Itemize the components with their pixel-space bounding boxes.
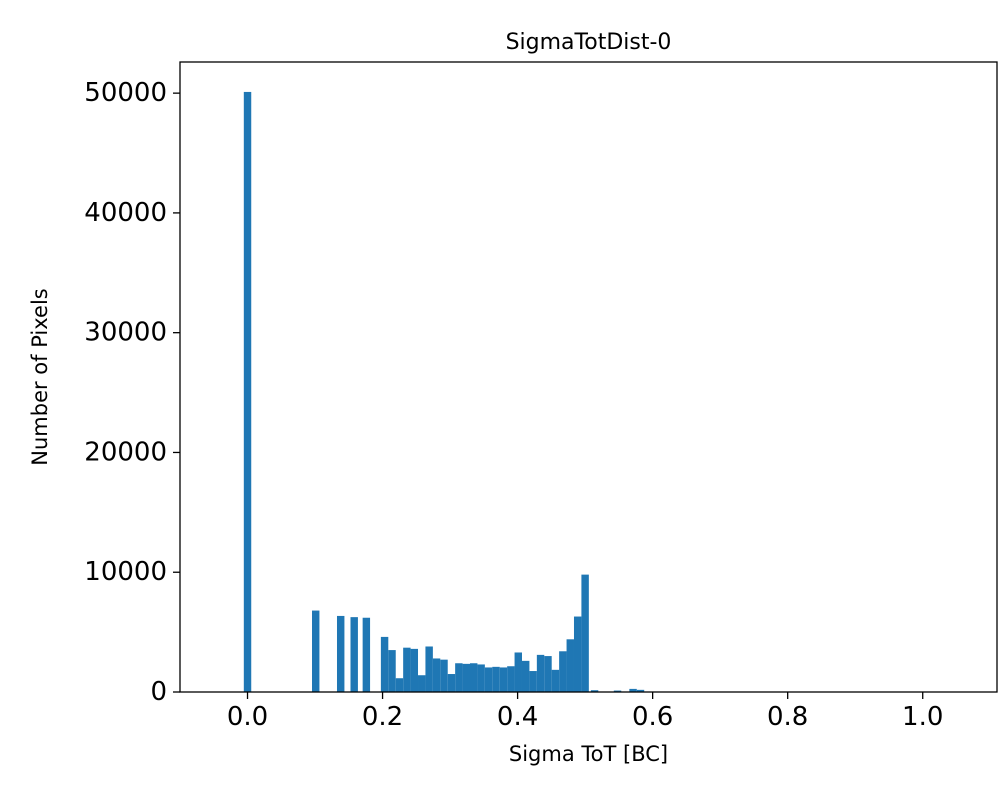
histogram-bar <box>470 663 478 692</box>
x-tick-label: 1.0 <box>902 702 943 732</box>
y-tick-label: 10000 <box>84 557 167 587</box>
y-tick-label: 20000 <box>84 437 167 467</box>
histogram-bar <box>336 615 345 692</box>
histogram-bar <box>484 667 493 692</box>
x-tick-label: 0.8 <box>767 702 808 732</box>
x-tick-label: 0.4 <box>497 702 538 732</box>
histogram-bar <box>447 674 456 692</box>
histogram-bar <box>440 659 448 692</box>
histogram-bar <box>432 658 441 692</box>
histogram-bar <box>477 664 485 692</box>
histogram-bar <box>536 654 545 692</box>
histogram-bar <box>544 656 552 692</box>
histogram-bar <box>455 663 463 692</box>
histogram-bar <box>581 574 589 692</box>
histogram-bar <box>636 689 645 692</box>
histogram-bar <box>462 663 470 692</box>
x-tick-label: 0.2 <box>362 702 403 732</box>
histogram-bar <box>573 616 582 692</box>
histogram-bar <box>243 91 252 692</box>
histogram-bar <box>529 671 537 692</box>
histogram-bar <box>499 667 508 692</box>
histogram-bar <box>551 669 560 692</box>
y-tick-label: 0 <box>150 677 167 707</box>
chart-title: SigmaTotDist-0 <box>505 30 672 55</box>
histogram-bar <box>410 648 419 692</box>
histogram-bar <box>350 617 358 692</box>
histogram-bar <box>380 636 389 692</box>
x-axis-label: Sigma ToT [BC] <box>508 742 669 766</box>
histogram-bar <box>492 666 500 692</box>
y-tick-label: 40000 <box>84 198 167 228</box>
y-tick-label: 30000 <box>84 318 167 348</box>
histogram-bar <box>425 646 433 692</box>
histogram-bar <box>403 647 411 692</box>
histogram-bar <box>613 690 622 692</box>
plot-border <box>179 61 998 693</box>
histogram-bar <box>312 610 320 692</box>
histogram-bar <box>514 652 522 692</box>
histogram-bar <box>395 678 404 692</box>
y-tick-label: 50000 <box>84 78 167 108</box>
histogram-bar <box>418 675 426 692</box>
x-tick-label: 0.0 <box>227 702 268 732</box>
y-axis-label: Number of Pixels <box>28 288 52 466</box>
histogram-bar <box>590 690 599 692</box>
histogram-bar <box>629 688 637 692</box>
histogram-bar <box>362 617 371 692</box>
histogram-bar <box>507 666 515 692</box>
histogram-bar <box>566 639 574 692</box>
histogram-bar <box>559 651 567 692</box>
x-tick-label: 0.6 <box>632 702 673 732</box>
histogram-bar <box>521 660 530 692</box>
histogram-bar <box>388 650 396 692</box>
